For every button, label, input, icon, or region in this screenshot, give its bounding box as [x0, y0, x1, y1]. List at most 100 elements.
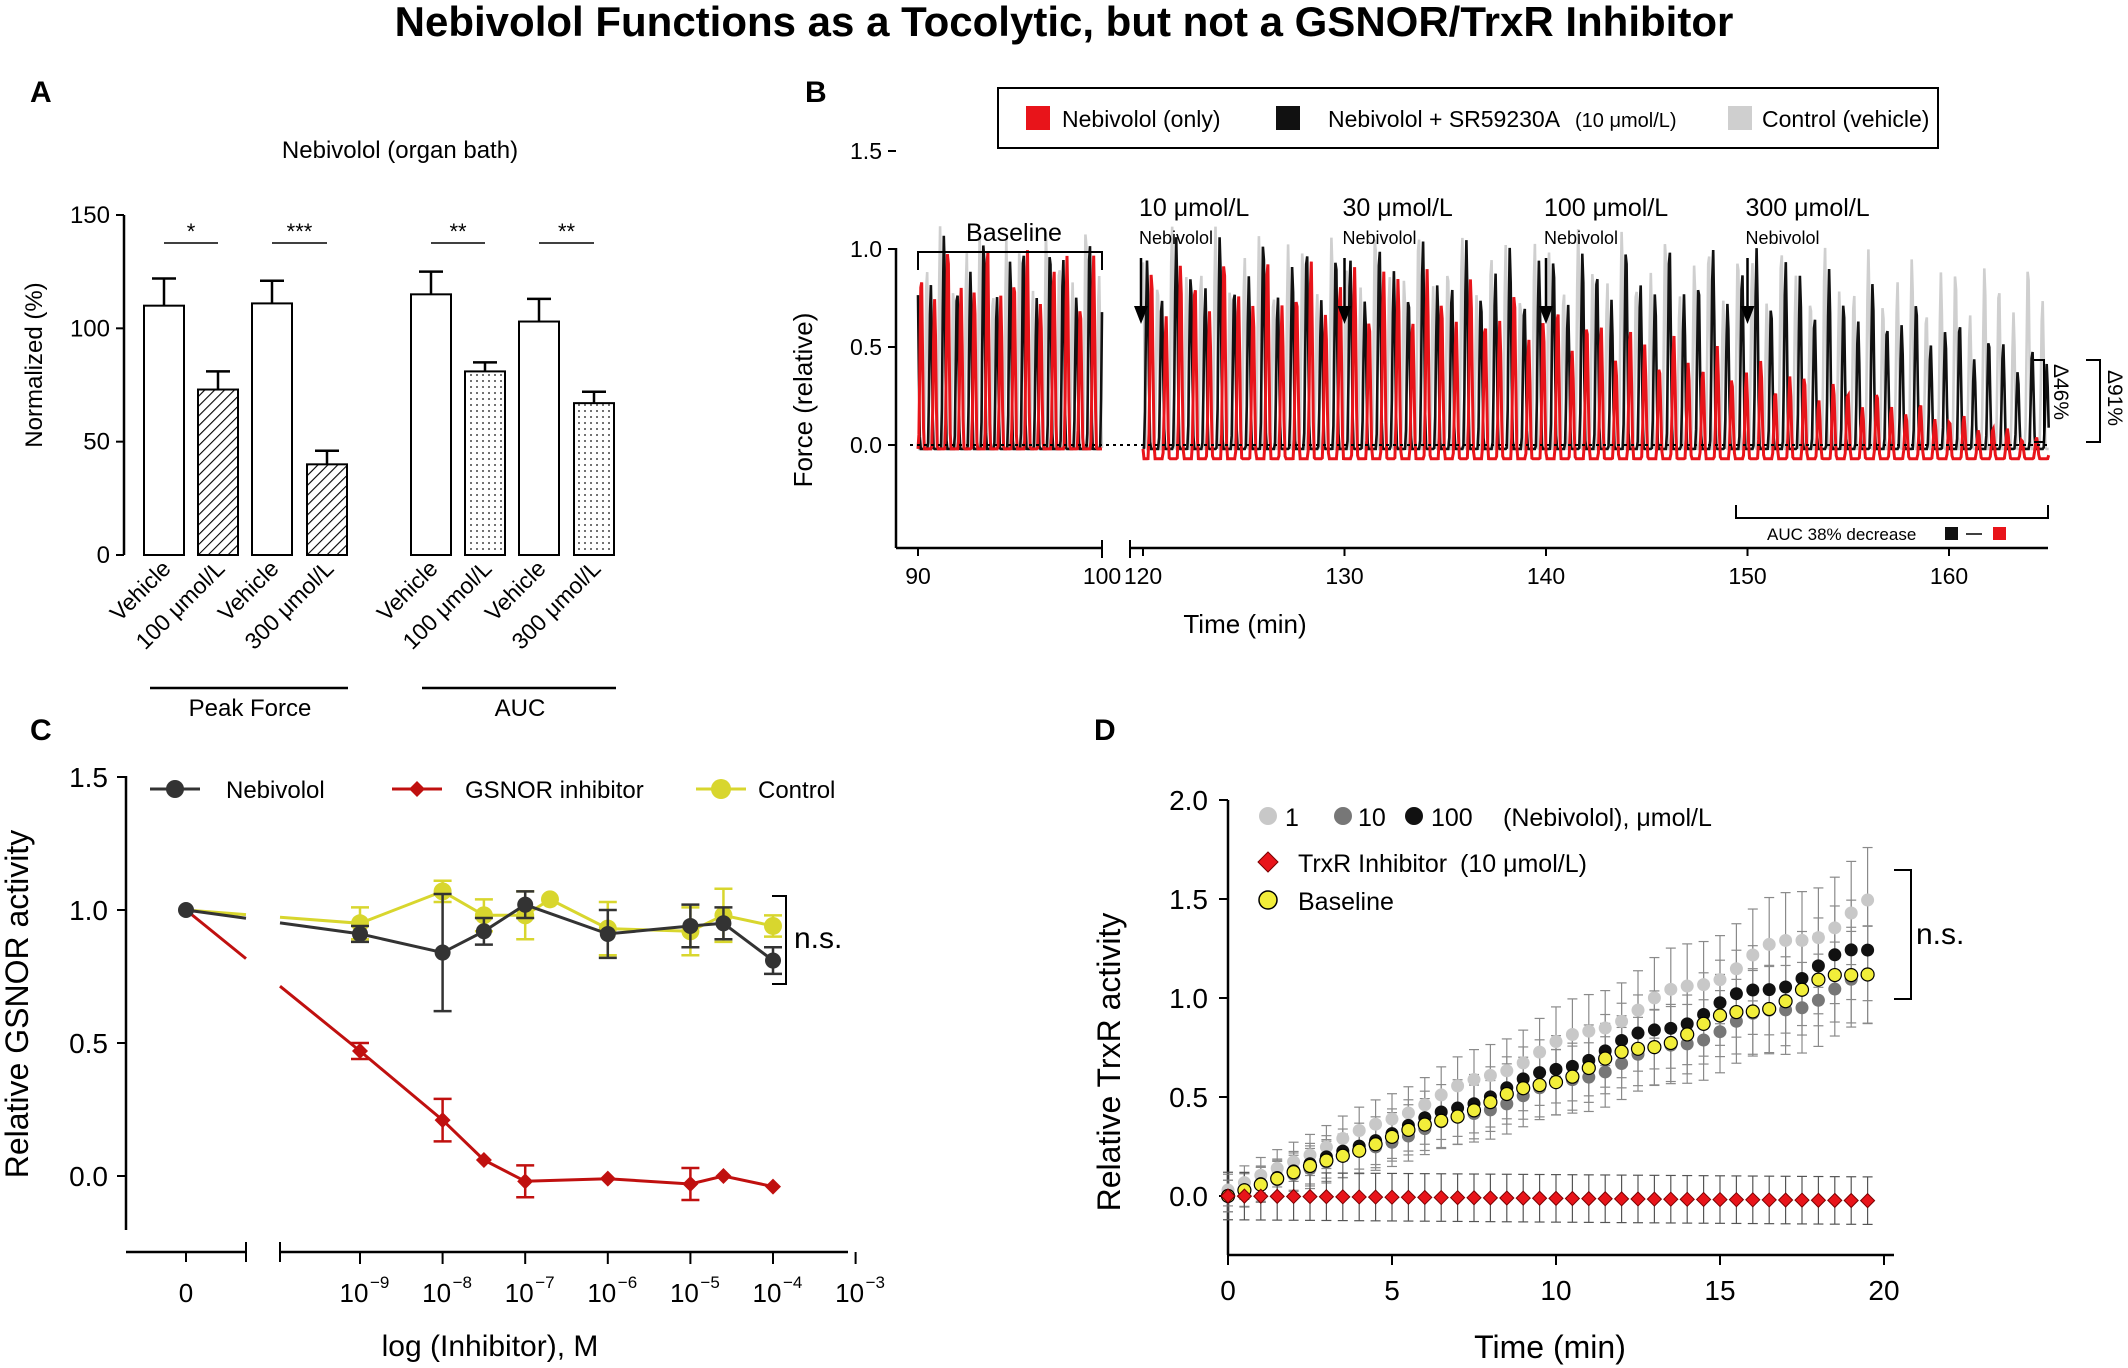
d-point-baseline — [1729, 1004, 1744, 1020]
c-point-control — [474, 906, 493, 925]
d-point-100 — [1779, 980, 1793, 994]
d-point-1 — [1352, 1124, 1366, 1138]
d-point-1 — [1434, 1088, 1448, 1102]
d-point-trxr-inhibitor — [1777, 1192, 1794, 1208]
d-point-baseline — [1565, 1069, 1580, 1084]
d-point-1 — [1779, 933, 1793, 947]
c-point-gsnor-inhibitor — [475, 1152, 492, 1169]
legend-label-nebivolol-units: (Nebivolol), μmol/L — [1503, 804, 1712, 832]
dose-label: 30 μmol/L — [1343, 194, 1453, 222]
d-point-trxr-inhibitor — [1449, 1189, 1466, 1206]
panel-d-series — [1220, 846, 1876, 1225]
c-point-control — [433, 882, 452, 901]
d-point-10 — [1697, 1033, 1711, 1047]
c-ytick-label: 1.5 — [69, 762, 108, 793]
panel-b-dose-annotations: 10 μmol/L Nebivolol 30 μmol/L Nebivolol 100 … — [1134, 194, 1870, 324]
d-point-100 — [1729, 987, 1743, 1001]
d-point-trxr-inhibitor — [1515, 1190, 1531, 1206]
d-point-10 — [1811, 993, 1825, 1007]
legend-label-control-c: Control — [758, 777, 835, 804]
c-xtick-label: 10 — [670, 1278, 699, 1308]
dose-arrow-head — [1337, 306, 1352, 324]
dose-drug-label: Nebivolol — [1139, 228, 1213, 248]
d-point-baseline — [1844, 967, 1859, 983]
c-xtick-label: 10 — [422, 1278, 451, 1308]
auc-bracket — [1735, 505, 2049, 519]
delta91-bracket — [2086, 359, 2101, 443]
d-point-baseline — [1614, 1044, 1629, 1059]
d-point-trxr-inhibitor — [1679, 1191, 1695, 1208]
d-point-trxr-inhibitor — [1827, 1192, 1843, 1209]
c-point-nebivolol — [434, 944, 451, 961]
panel-b-label: B — [805, 76, 827, 109]
d-point-trxr-inhibitor — [1728, 1191, 1745, 1208]
d-point-trxr-inhibitor — [1384, 1189, 1400, 1205]
d-point-trxr-inhibitor — [1794, 1192, 1810, 1208]
d-point-1 — [1598, 1021, 1612, 1035]
panel-b-traces — [916, 226, 2051, 461]
panel-c-x-axis: 0 10 −9 10 −8 10 −7 10 −6 10 −5 10 −4 10 −3 — [126, 1242, 885, 1308]
d-point-100 — [1533, 1066, 1547, 1080]
delta46-label: Δ46% — [2049, 364, 2072, 420]
b-ytick-label: 1.5 — [850, 138, 882, 164]
a-sig-label: ** — [449, 219, 467, 244]
d-point-1 — [1631, 1003, 1645, 1017]
d-point-1 — [1287, 1155, 1301, 1169]
d-point-1 — [1533, 1045, 1547, 1059]
d-point-1 — [1729, 962, 1743, 976]
c-point-control — [540, 890, 559, 909]
d-point-1 — [1844, 906, 1858, 920]
d-ytick-label: 0.0 — [1169, 1181, 1208, 1212]
d-point-1 — [1565, 1027, 1579, 1041]
d-point-trxr-inhibitor — [1302, 1188, 1318, 1205]
d-point-trxr-inhibitor — [1351, 1189, 1367, 1205]
panel-b-x-axis: 90 100 120 130 140 150 160 — [896, 444, 2048, 589]
a-ytick-label: 100 — [70, 315, 110, 342]
d-point-baseline — [1499, 1086, 1514, 1102]
d-point-baseline — [1794, 982, 1810, 997]
a-ytick-label: 50 — [83, 429, 110, 456]
b-xtick-label: 100 — [1083, 563, 1121, 589]
d-point-trxr-inhibitor — [1499, 1190, 1515, 1206]
d-point-1 — [1451, 1079, 1465, 1093]
c-xtick-exponent: −5 — [700, 1273, 719, 1292]
panel-b-legend-box — [997, 87, 1939, 149]
d-point-1 — [1483, 1068, 1497, 1082]
panel-c-label: C — [30, 714, 52, 747]
b-ytick-label: 0.0 — [850, 432, 882, 458]
d-point-trxr-inhibitor — [1285, 1188, 1302, 1205]
baseline-bracket — [917, 251, 1103, 270]
d-point-1 — [1615, 1014, 1629, 1028]
d-point-baseline — [1778, 994, 1793, 1009]
panel-a-label: A — [30, 76, 52, 109]
d-point-100 — [1631, 1026, 1645, 1040]
panel-d-label: D — [1094, 714, 1116, 747]
d-point-1 — [1861, 893, 1875, 907]
legend-swatch-control — [1728, 106, 1752, 130]
d-point-100 — [1811, 959, 1825, 973]
legend-swatch-nebivolol-only — [1026, 106, 1050, 130]
panel-c-ns-label: n.s. — [794, 922, 842, 955]
panel-c-series — [178, 879, 782, 1202]
d-point-1 — [1467, 1073, 1481, 1087]
d-point-1 — [1401, 1106, 1415, 1120]
d-point-trxr-inhibitor — [1253, 1188, 1269, 1204]
d-xtick-label: 5 — [1384, 1275, 1400, 1306]
d-point-trxr-inhibitor — [1843, 1192, 1859, 1209]
d-point-trxr-inhibitor — [1745, 1192, 1761, 1208]
d-point-baseline — [1811, 972, 1826, 987]
legend-label-nebivolol-sr-dose: (10 μmol/L) — [1575, 110, 1677, 132]
a-ytick-label: 150 — [70, 202, 110, 229]
c-point-gsnor-inhibitor — [715, 1168, 732, 1184]
d-point-trxr-inhibitor — [1548, 1190, 1564, 1207]
a-bar — [306, 463, 348, 557]
d-point-1 — [1549, 1035, 1563, 1049]
legend-marker-baseline — [1258, 890, 1278, 910]
legend-swatch-nebivolol-sr — [1276, 106, 1300, 130]
d-point-baseline — [1483, 1095, 1498, 1110]
d-point-100 — [1795, 972, 1809, 986]
panel-d-x-label: Time (min) — [1474, 1329, 1626, 1365]
d-point-trxr-inhibitor — [1482, 1190, 1499, 1206]
c-ytick-label: 1.0 — [69, 895, 108, 926]
